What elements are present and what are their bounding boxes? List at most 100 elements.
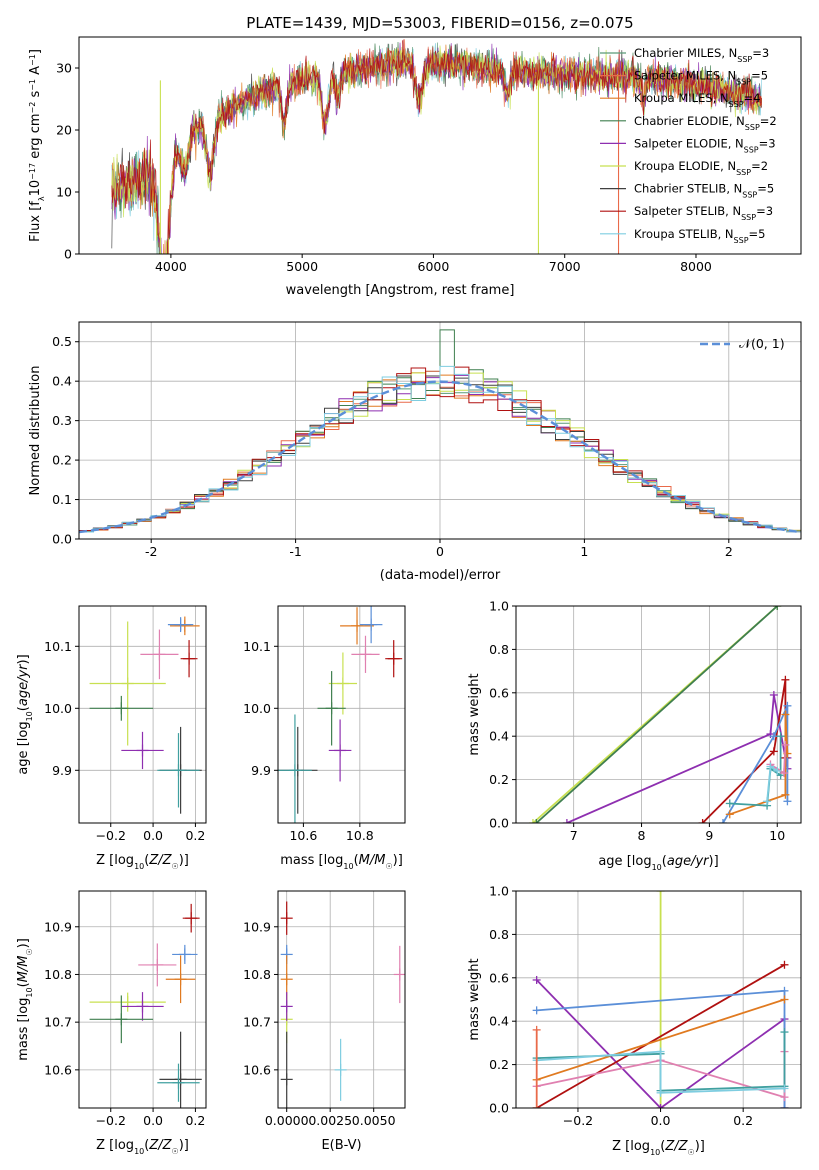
legend-label: Kroupa ELODIE, NSSP=2 <box>634 159 768 177</box>
x-tick-label: 0.0050 <box>352 1113 396 1128</box>
y-tick-label: 0.2 <box>489 772 509 787</box>
weight_vs_Z-frame <box>515 890 802 1109</box>
y-tick-label: 0.8 <box>489 927 509 942</box>
legend-label: Kroupa STELIB, NSSP=5 <box>634 227 765 245</box>
age_vs_Z-frame <box>78 605 207 824</box>
x-tick-label: 0.2 <box>185 828 205 843</box>
x-tick-label: −0.2 <box>96 1113 126 1128</box>
x-tick-label: 4000 <box>155 259 187 274</box>
y-tick-label: 10.7 <box>44 1015 72 1030</box>
weight_vs_Z-lines <box>532 891 789 1108</box>
y-tick-label: 1.0 <box>489 599 509 614</box>
y-tick-label: 9.9 <box>52 763 72 778</box>
x-tick-label: −0.2 <box>96 828 126 843</box>
residual-hists <box>79 329 801 539</box>
y-tick-label: 9.9 <box>251 763 271 778</box>
x-tick-label: 0 <box>436 544 444 559</box>
weight_vs_Z-y-label: mass weight <box>467 958 482 1040</box>
y-tick-label: 10.9 <box>243 919 271 934</box>
x-tick-label: 8 <box>638 828 646 843</box>
y-tick-label: 0.8 <box>489 642 509 657</box>
legend-label: Salpeter STELIB, NSSP=3 <box>634 204 773 222</box>
mass_vs_Z-x-label: Z [log10(Z/Z☉)] <box>96 1138 189 1156</box>
mass_vs_EBV-x-label: E(B-V) <box>321 1138 361 1153</box>
weight-line <box>566 694 789 823</box>
residual-frame <box>78 321 802 540</box>
weight-line <box>536 1050 785 1094</box>
y-tick-label: 10.1 <box>243 639 271 654</box>
y-tick-label: 10.6 <box>44 1062 72 1077</box>
x-tick-label: 0.0 <box>143 1113 163 1128</box>
weight-line <box>729 714 789 816</box>
x-tick-label: 0.0 <box>143 828 163 843</box>
spectrum-lines <box>111 39 762 254</box>
y-tick-label: 10 <box>56 185 72 200</box>
y-tick-label: 0.0 <box>489 816 509 831</box>
legend-label: Kroupa MILES, NSSP=4 <box>634 91 760 109</box>
spectrum-y-label: Flux [fλ10−17 erg cm−2 s−1 A−1] <box>28 49 46 242</box>
weight-line <box>536 964 785 1108</box>
mass_vs_Z-axes: −0.2 0.0 0.2 10.6 10.7 10.8 10.9 <box>44 891 206 1128</box>
legend-label: Chabrier MILES, NSSP=3 <box>634 46 769 64</box>
x-tick-label: 0.0000 <box>265 1113 309 1128</box>
age_vs_mass-points <box>278 606 403 823</box>
age_vs_Z-y-label: age [log10(age/yr)] <box>16 654 34 774</box>
y-tick-label: 0.4 <box>489 729 509 744</box>
x-tick-label: 10.8 <box>346 828 374 843</box>
y-tick-label: 10.0 <box>44 701 72 716</box>
y-tick-label: 0.5 <box>52 334 72 349</box>
y-tick-label: 10.1 <box>44 639 72 654</box>
y-tick-label: 10.7 <box>243 1015 271 1030</box>
spectrum-axes: 4000 5000 6000 7000 8000 0 10 20 30 <box>56 61 712 275</box>
y-tick-label: 0.4 <box>489 1014 509 1029</box>
legend-label: Chabrier ELODIE, NSSP=2 <box>634 114 777 132</box>
x-tick-label: 2 <box>725 544 733 559</box>
mass_vs_Z-y-label: mass [log10(M/M☉)] <box>16 938 34 1061</box>
spectrum-x-label: wavelength [Angstrom, rest frame] <box>286 283 515 298</box>
y-tick-label: 0.0 <box>489 1101 509 1116</box>
x-tick-label: −0.2 <box>563 1113 593 1128</box>
x-tick-label: 0.0025 <box>308 1113 352 1128</box>
y-tick-label: 10.9 <box>44 919 72 934</box>
mass_vs_EBV-points <box>280 901 405 1108</box>
y-tick-label: 30 <box>56 61 72 76</box>
y-tick-label: 0.3 <box>52 413 72 428</box>
x-tick-label: 8000 <box>680 259 712 274</box>
residual-histogram <box>79 365 801 539</box>
y-tick-label: 0.1 <box>52 492 72 507</box>
legend-label: Salpeter MILES, NSSP=5 <box>634 69 768 87</box>
x-tick-label: 0.2 <box>185 1113 205 1128</box>
x-tick-label: 7 <box>570 828 578 843</box>
y-tick-label: 10.8 <box>243 967 271 982</box>
legend-label-normal: 𝒩(0, 1) <box>739 336 785 351</box>
y-tick-label: 10.0 <box>243 701 271 716</box>
age_vs_Z-x-label: Z [log10(Z/Z☉)] <box>96 853 189 871</box>
residuals-axes: -2 -1 0 1 2 0.0 0.1 0.2 0.3 0.4 0.5 <box>52 322 801 559</box>
x-tick-label: -2 <box>145 544 157 559</box>
weight_vs_age-frame <box>515 605 802 824</box>
y-tick-label: 0.2 <box>52 453 72 468</box>
y-tick-label: 0.4 <box>52 374 72 389</box>
residual-y-label: Normed distribution <box>28 366 43 496</box>
age_vs_mass-frame <box>277 605 406 824</box>
x-tick-label: 5000 <box>286 259 318 274</box>
age_vs_mass-x-label: mass [log10(M/M☉)] <box>280 853 403 871</box>
y-tick-label: 10.8 <box>44 967 72 982</box>
weight_vs_age-lines <box>528 606 792 823</box>
figure-title: PLATE=1439, MJD=53003, FIBERID=0156, z=0… <box>246 14 633 32</box>
weight_vs_age-x-label: age [log10(age/yr)] <box>598 854 718 872</box>
x-tick-label: 7000 <box>549 259 581 274</box>
spectrum-series-line <box>111 39 762 254</box>
y-tick-label: 0.6 <box>489 970 509 985</box>
y-tick-label: 0 <box>64 247 72 262</box>
weight_vs_Z-x-label: Z [log10(Z/Z☉)] <box>612 1139 705 1157</box>
mass_vs_EBV-frame <box>277 890 406 1109</box>
legend-label: Chabrier STELIB, NSSP=5 <box>634 182 774 200</box>
x-tick-label: 0.2 <box>733 1113 753 1128</box>
legend-label: Salpeter ELODIE, NSSP=3 <box>634 136 776 154</box>
weight_vs_age-y-label: mass weight <box>467 673 482 755</box>
age_vs_Z-points <box>89 616 202 814</box>
mass_vs_Z-points <box>89 903 202 1108</box>
x-tick-label: 9 <box>705 828 713 843</box>
